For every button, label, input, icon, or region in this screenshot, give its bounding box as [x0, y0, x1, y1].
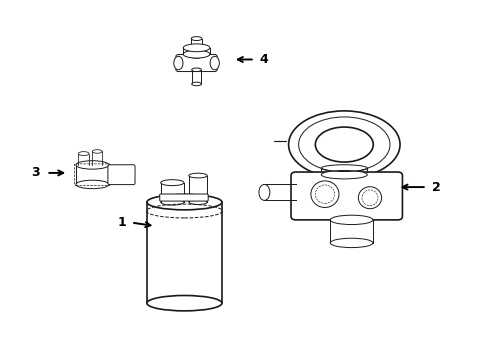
Ellipse shape [183, 44, 210, 52]
FancyBboxPatch shape [108, 165, 135, 185]
Ellipse shape [316, 127, 373, 162]
Ellipse shape [311, 181, 339, 207]
Ellipse shape [174, 56, 183, 70]
Text: 3: 3 [31, 166, 40, 179]
Ellipse shape [330, 238, 373, 248]
Ellipse shape [189, 200, 207, 204]
Ellipse shape [76, 161, 109, 169]
FancyBboxPatch shape [160, 194, 208, 201]
Ellipse shape [330, 215, 373, 225]
Ellipse shape [358, 187, 382, 209]
Text: 2: 2 [432, 181, 441, 194]
Ellipse shape [147, 194, 222, 210]
Ellipse shape [191, 37, 202, 41]
Ellipse shape [161, 180, 184, 186]
Ellipse shape [76, 180, 109, 189]
Ellipse shape [183, 50, 210, 58]
Ellipse shape [259, 184, 270, 201]
Ellipse shape [321, 171, 368, 179]
Ellipse shape [189, 173, 207, 178]
Ellipse shape [78, 152, 89, 156]
FancyBboxPatch shape [176, 54, 217, 72]
FancyBboxPatch shape [291, 172, 402, 220]
Ellipse shape [210, 56, 220, 70]
Ellipse shape [192, 68, 201, 72]
Ellipse shape [289, 111, 400, 178]
Ellipse shape [191, 54, 202, 58]
Ellipse shape [147, 296, 222, 311]
Text: 1: 1 [117, 216, 126, 229]
Ellipse shape [192, 82, 201, 86]
Text: 4: 4 [259, 53, 268, 66]
Ellipse shape [161, 199, 184, 205]
Ellipse shape [93, 150, 102, 153]
